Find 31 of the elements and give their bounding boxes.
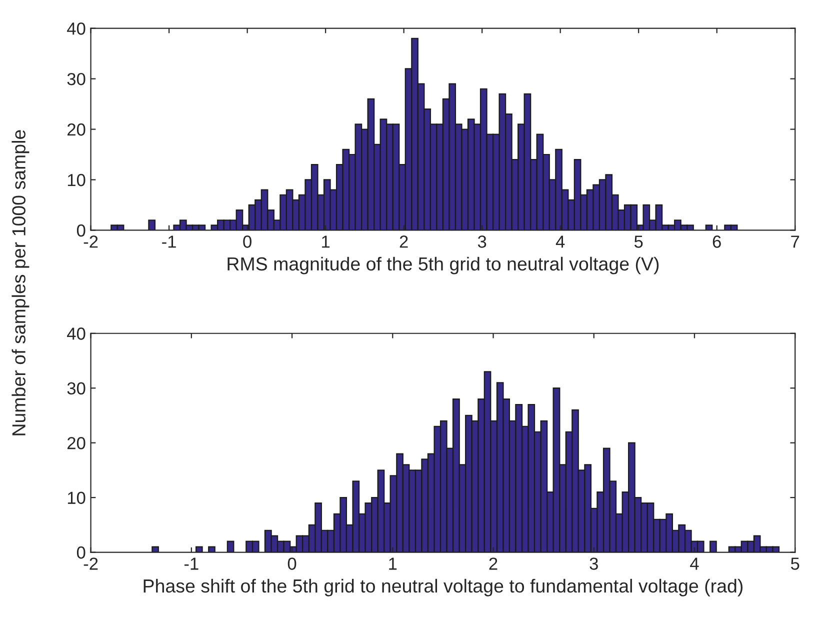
x-tick-label: 2 <box>400 236 408 248</box>
x-tick-label: 3 <box>590 558 598 570</box>
x-axis-title: RMS magnitude of the 5th grid to neutral voltage (V) <box>228 256 659 274</box>
y-tick-label: 30 <box>67 72 86 86</box>
x-axis-title: Phase shift of the 5th grid to neutral voltage to fundamental voltage (rad) <box>144 578 743 596</box>
x-tick-label: -1 <box>162 236 176 248</box>
y-tick-label: 40 <box>67 328 86 340</box>
y-tick-label: 0 <box>76 224 86 237</box>
x-tick-label: 5 <box>790 558 800 570</box>
x-tick-label: 1 <box>322 236 330 248</box>
x-tick-label: 4 <box>556 236 565 248</box>
x-tick-label: 4 <box>690 558 699 570</box>
x-tick-label: 0 <box>243 236 252 248</box>
y-tick-label: 0 <box>76 546 86 559</box>
x-tick-label: -2 <box>84 236 98 248</box>
x-tick-label: 7 <box>791 236 800 248</box>
y-tick-label: 40 <box>67 22 86 35</box>
x-tick-label: -1 <box>184 558 198 570</box>
x-tick-label: 1 <box>389 558 397 570</box>
x-tick-label: 6 <box>712 236 721 248</box>
y-tick-label: 30 <box>67 382 86 395</box>
x-tick-label: 5 <box>634 236 643 248</box>
y-tick-label: 20 <box>68 436 86 450</box>
y-axis-title: Number of samples per 1000 sample <box>12 130 30 436</box>
y-tick-label: 10 <box>68 174 86 186</box>
x-tick-label: 0 <box>288 558 296 570</box>
y-tick-label: 20 <box>68 123 86 136</box>
x-tick-label: 3 <box>478 236 486 248</box>
x-tick-label: -2 <box>84 558 98 570</box>
y-tick-label: 10 <box>68 492 86 504</box>
x-tick-label: 2 <box>489 558 498 570</box>
